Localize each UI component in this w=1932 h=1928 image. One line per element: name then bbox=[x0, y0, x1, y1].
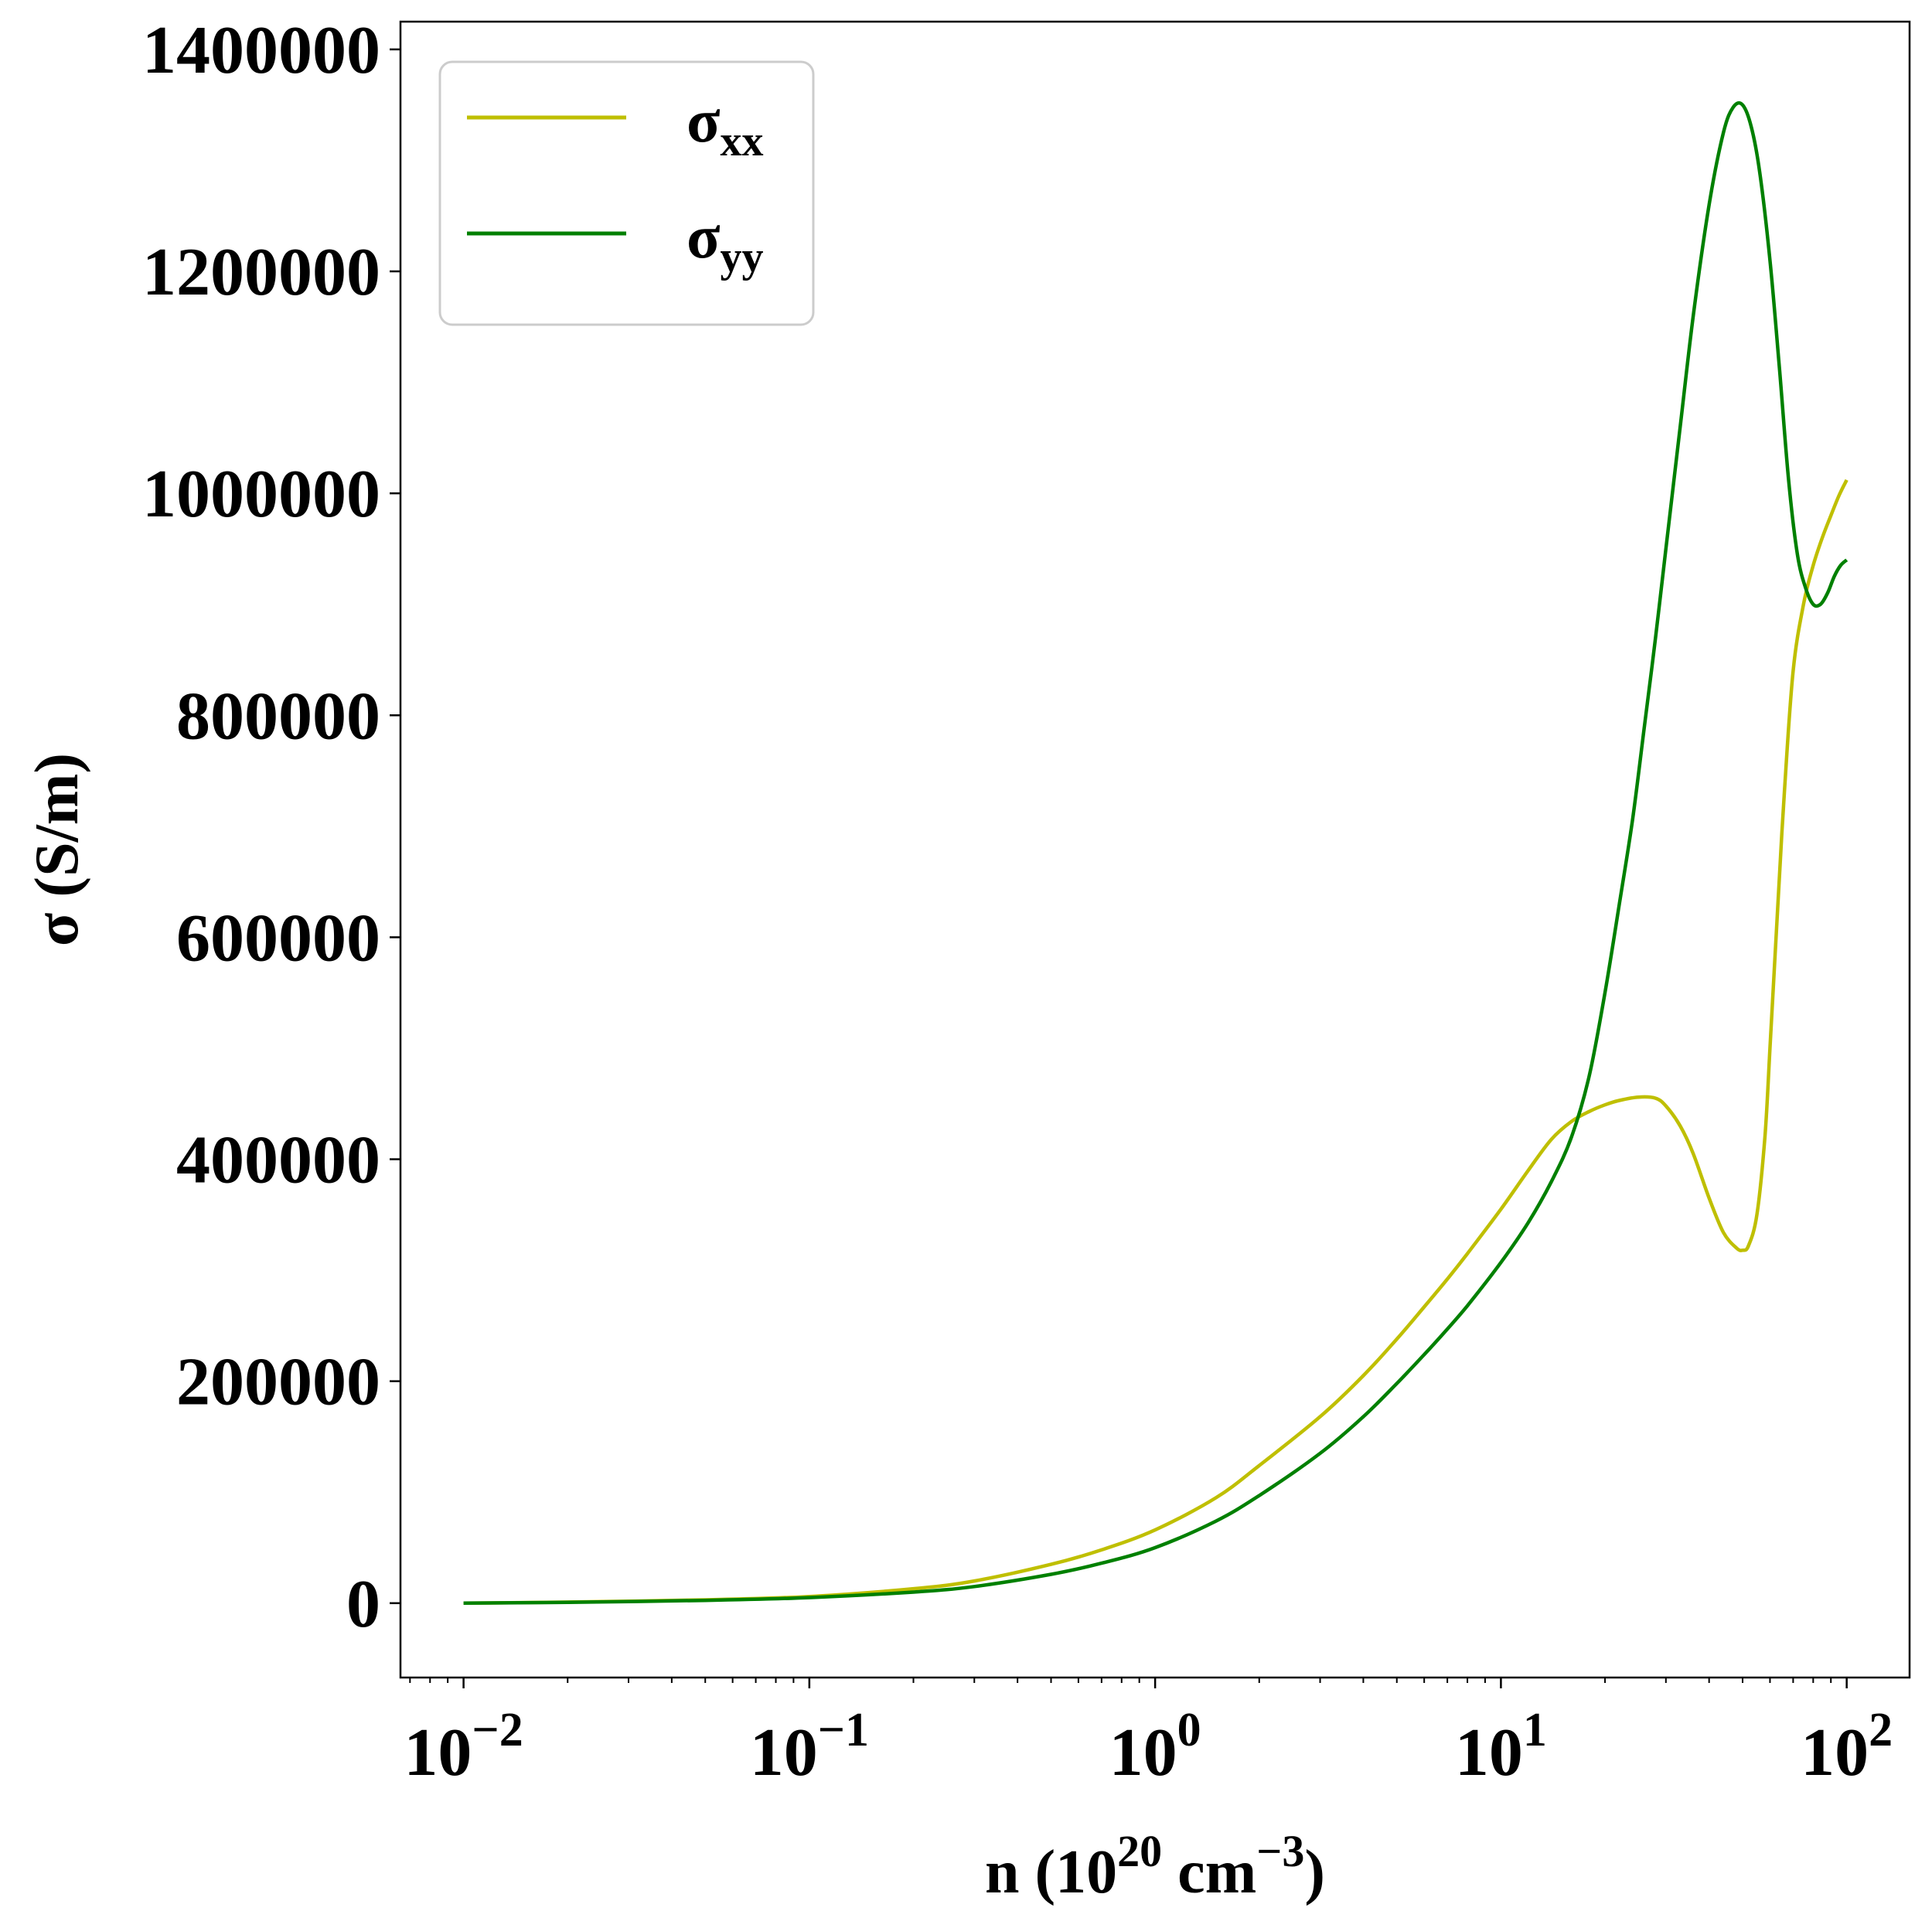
x-tick-label-exponent: 1 bbox=[1523, 1704, 1547, 1756]
x-tick-label: 102 bbox=[1801, 1704, 1893, 1790]
series-line-sigma-yy bbox=[463, 100, 1849, 1606]
x-tick-label: 101 bbox=[1455, 1704, 1547, 1790]
legend-label-sigma-yy: σyy bbox=[687, 203, 764, 281]
legend-label-sigma-xx-sub: xx bbox=[721, 118, 764, 165]
x-tick-label-base: 10 bbox=[404, 1715, 472, 1790]
y-tick-label: 600000 bbox=[176, 901, 380, 976]
x-tick-label: 100 bbox=[1109, 1704, 1201, 1790]
legend: σxx σyy bbox=[438, 60, 815, 326]
y-axis: 0 200000 400000 600000 800000 1000000 1200000 1… bbox=[142, 13, 400, 1642]
x-axis: 10−2 10−1 100 101 102 bbox=[404, 1678, 1893, 1790]
x-axis-label: n (1020 cm−3) bbox=[985, 1826, 1325, 1906]
x-tick-label-base: 10 bbox=[1455, 1715, 1523, 1790]
y-tick-label: 200000 bbox=[176, 1345, 380, 1420]
legend-label-sigma-yy-sub: yy bbox=[721, 233, 764, 281]
y-tick-label: 400000 bbox=[176, 1123, 380, 1198]
y-tick-label: 1200000 bbox=[142, 235, 380, 310]
x-tick-label-base: 10 bbox=[1801, 1715, 1869, 1790]
x-tick-label-base: 10 bbox=[750, 1715, 818, 1790]
x-tick-label-base: 10 bbox=[1109, 1715, 1177, 1790]
legend-label-sigma-xx: σxx bbox=[687, 87, 764, 165]
series-line-sigma-xx bbox=[463, 479, 1849, 1606]
y-tick-label: 800000 bbox=[176, 679, 380, 754]
legend-box bbox=[438, 60, 815, 326]
x-tick-label-exponent: −2 bbox=[472, 1704, 523, 1756]
x-axis-label-exponent-1: 20 bbox=[1117, 1826, 1162, 1876]
x-tick-label-exponent: −1 bbox=[818, 1704, 869, 1756]
y-axis-label: σ (S/m) bbox=[23, 753, 91, 946]
x-axis-label-base: n (10 bbox=[985, 1838, 1117, 1906]
x-tick-label: 10−2 bbox=[404, 1704, 523, 1790]
series-layer bbox=[463, 100, 1849, 1606]
x-axis-label-tail: ) bbox=[1304, 1838, 1325, 1906]
y-tick-label: 1000000 bbox=[142, 457, 380, 532]
legend-label-sigma-yy-main: σ bbox=[687, 203, 721, 271]
x-axis-label-unit: cm bbox=[1162, 1838, 1256, 1906]
y-tick-label: 0 bbox=[346, 1567, 380, 1642]
x-axis-label-exponent-2: −3 bbox=[1256, 1826, 1304, 1876]
x-tick-label-exponent: 0 bbox=[1177, 1704, 1201, 1756]
legend-label-sigma-xx-main: σ bbox=[687, 87, 721, 155]
y-tick-label: 1400000 bbox=[142, 13, 380, 88]
x-tick-label: 10−1 bbox=[750, 1704, 869, 1790]
x-tick-label-exponent: 2 bbox=[1869, 1704, 1893, 1756]
